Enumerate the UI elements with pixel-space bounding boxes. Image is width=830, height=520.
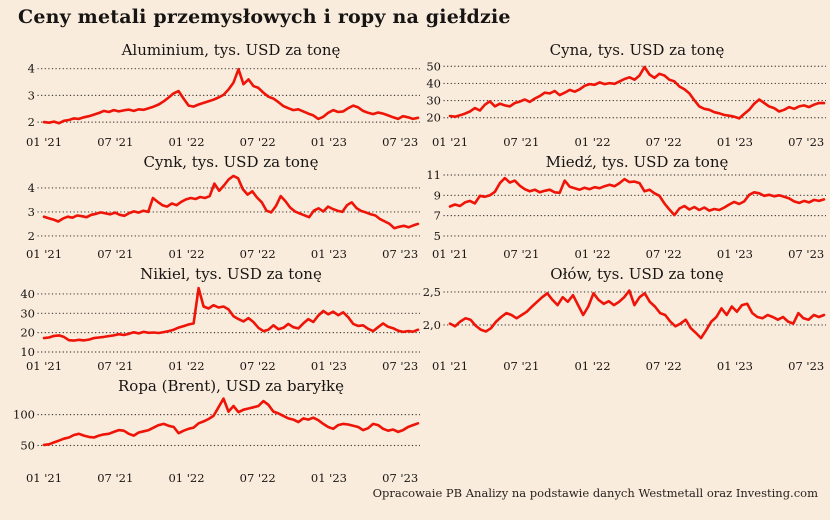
svg-text:20: 20 [426,111,441,125]
cynk-plot-area: 2 3 4 01 '21 07 '21 01 '22 07 '22 01 '23 07 '23 [26,174,420,261]
olow-plot-area: 2,0 2,5 01 '21 07 '21 01 '22 07 '22 01 '23 07 '… [423,285,826,373]
svg-text:4: 4 [28,181,35,195]
chart-olow: 2,0 2,5 01 '21 07 '21 01 '22 07 '22 01 '23 07 '… [406,264,826,376]
chart-cynk: 2 3 4 01 '21 07 '21 01 '22 07 '22 01 '23 07 '23 … [0,152,420,264]
svg-text:30: 30 [426,94,441,108]
svg-text:07 '21: 07 '21 [97,471,133,485]
svg-text:07 '23: 07 '23 [382,135,418,149]
svg-text:10: 10 [20,345,35,359]
svg-text:07 '22: 07 '22 [646,247,682,261]
svg-text:01 '21: 01 '21 [432,247,468,261]
svg-text:07 '23: 07 '23 [788,359,824,373]
ropa-plot-area: 50 100 01 '21 07 '21 01 '22 07 '22 01 '23 07 '2… [13,397,420,485]
svg-text:2,0: 2,0 [423,318,441,332]
svg-text:07 '22: 07 '22 [646,359,682,373]
svg-text:5: 5 [434,229,441,243]
svg-text:11: 11 [426,168,441,182]
svg-text:50: 50 [20,438,35,452]
svg-text:01 '22: 01 '22 [168,135,204,149]
svg-text:07 '23: 07 '23 [382,359,418,373]
chart-title-ropa: Ropa (Brent), USD za baryłkę [118,377,344,395]
svg-text:07 '22: 07 '22 [240,135,276,149]
svg-text:07 '21: 07 '21 [97,247,133,261]
svg-text:01 '22: 01 '22 [574,135,610,149]
svg-text:20: 20 [20,326,35,340]
svg-text:07 '23: 07 '23 [382,471,418,485]
svg-text:07 '21: 07 '21 [503,359,539,373]
miedz-plot-area: 5 7 9 11 01 '21 07 '21 01 '22 07 '22 01 '23 07 '2… [426,168,826,261]
svg-text:01 '23: 01 '23 [717,135,753,149]
page-title: Ceny metali przemysłowych i ropy na gieł… [18,6,511,28]
svg-text:01 '21: 01 '21 [432,359,468,373]
svg-text:01 '21: 01 '21 [26,359,62,373]
svg-text:50: 50 [426,59,441,73]
svg-text:40: 40 [20,287,35,301]
svg-text:01 '22: 01 '22 [574,247,610,261]
svg-text:4: 4 [28,62,35,76]
chart-title-miedz: Miedź, tys. USD za tonę [545,153,729,171]
svg-text:07 '22: 07 '22 [646,135,682,149]
svg-text:07 '21: 07 '21 [503,135,539,149]
svg-text:01 '23: 01 '23 [311,247,347,261]
chart-nikiel: 10 20 30 40 01 '21 07 '21 01 '22 07 '22 01 '23 07… [0,264,420,376]
svg-text:01 '23: 01 '23 [311,135,347,149]
svg-text:07 '21: 07 '21 [97,135,133,149]
svg-text:07 '21: 07 '21 [97,359,133,373]
chart-miedz: 5 7 9 11 01 '21 07 '21 01 '22 07 '22 01 '23 07 '2… [406,152,826,264]
svg-text:07 '23: 07 '23 [382,247,418,261]
svg-text:2: 2 [28,115,35,129]
cyna-plot-area: 20 30 40 50 01 '21 07 '21 01 '22 07 '22 01 '23 07… [426,59,826,149]
svg-text:07 '23: 07 '23 [788,247,824,261]
svg-text:07 '22: 07 '22 [240,247,276,261]
source-note: Opracowaie PB Analizy na podstawie danyc… [372,486,818,500]
chart-title-cyna: Cyna, tys. USD za tonę [549,41,725,59]
svg-text:01 '23: 01 '23 [311,471,347,485]
svg-text:01 '22: 01 '22 [168,359,204,373]
chart-aluminium: 2 3 4 01 '21 07 '21 01 '22 07 '22 01 '23 07 '23 … [0,40,420,152]
svg-text:3: 3 [28,88,35,102]
chart-title-olow: Ołów, tys. USD za tonę [550,265,724,283]
chart-title-cynk: Cynk, tys. USD za tonę [143,153,319,171]
svg-text:07 '22: 07 '22 [240,471,276,485]
svg-text:2: 2 [28,229,35,243]
nikiel-plot-area: 10 20 30 40 01 '21 07 '21 01 '22 07 '22 01 '23 07… [20,286,420,373]
svg-text:01 '21: 01 '21 [26,471,62,485]
chart-title-nikiel: Nikiel, tys. USD za tonę [140,265,322,283]
svg-text:100: 100 [13,408,35,422]
chart-ropa: 50 100 01 '21 07 '21 01 '22 07 '22 01 '23 07 '2… [0,376,420,488]
svg-text:01 '22: 01 '22 [168,247,204,261]
svg-text:01 '23: 01 '23 [717,359,753,373]
svg-text:7: 7 [434,209,441,223]
chart-title-aluminium: Aluminium, tys. USD za tonę [121,41,341,59]
svg-text:01 '21: 01 '21 [26,247,62,261]
svg-text:3: 3 [28,205,35,219]
svg-text:01 '23: 01 '23 [311,359,347,373]
svg-text:01 '21: 01 '21 [26,135,62,149]
svg-text:01 '22: 01 '22 [168,471,204,485]
svg-text:07 '22: 07 '22 [240,359,276,373]
chart-cyna: 20 30 40 50 01 '21 07 '21 01 '22 07 '22 01 '23 07… [406,40,826,152]
aluminium-plot-area: 2 3 4 01 '21 07 '21 01 '22 07 '22 01 '23 07 '23 [26,62,420,149]
svg-text:07 '21: 07 '21 [503,247,539,261]
svg-text:9: 9 [434,188,441,202]
svg-text:40: 40 [426,76,441,90]
svg-text:07 '23: 07 '23 [788,135,824,149]
svg-text:01 '23: 01 '23 [717,247,753,261]
svg-text:01 '21: 01 '21 [432,135,468,149]
svg-text:30: 30 [20,306,35,320]
svg-text:2,5: 2,5 [423,285,441,299]
svg-text:01 '22: 01 '22 [574,359,610,373]
